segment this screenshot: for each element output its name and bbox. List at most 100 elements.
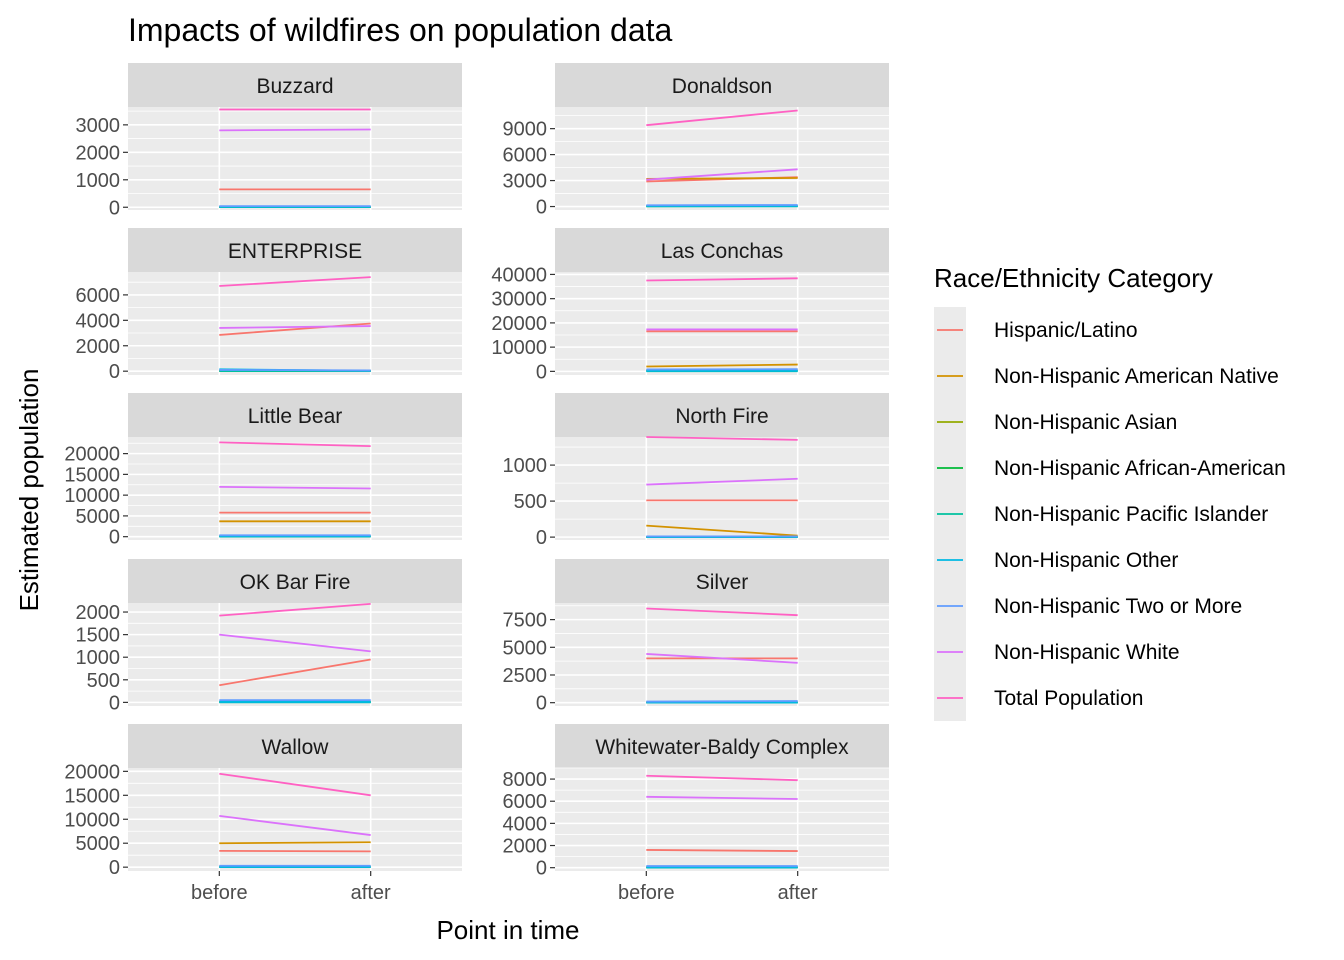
- series-line-non-hispanic-white: [219, 485, 371, 490]
- y-tick-label: 10000: [64, 485, 120, 507]
- facet-label: Little Bear: [248, 405, 343, 428]
- facet-label: OK Bar Fire: [240, 571, 351, 594]
- series-line-non-hispanic-white: [219, 815, 371, 836]
- y-tick-label: 0: [109, 527, 120, 549]
- legend: Race/Ethnicity Category Hispanic/Latino N…: [934, 263, 1286, 721]
- facet-label: Donaldson: [672, 75, 772, 98]
- panel-background: [128, 603, 462, 706]
- panel-background: [555, 437, 889, 540]
- x-tick-label: after: [778, 882, 818, 904]
- y-tick-label: 20000: [64, 444, 120, 466]
- y-tick-label: 500: [514, 491, 547, 513]
- y-tick-label: 5000: [76, 833, 121, 855]
- legend-label: Non-Hispanic White: [994, 641, 1180, 664]
- y-tick-label: 1000: [76, 647, 121, 669]
- legend-item-non-hispanic-two-or-more: Non-Hispanic Two or More: [937, 595, 1242, 618]
- panel-background: [128, 272, 462, 375]
- y-tick-label: 0: [536, 693, 547, 715]
- legend-item-non-hispanic-white: Non-Hispanic White: [937, 641, 1180, 664]
- facet-label: ENTERPRISE: [228, 240, 362, 263]
- facet-label: Buzzard: [256, 75, 333, 98]
- y-tick-label: 20000: [64, 761, 120, 783]
- y-tick-label: 4000: [503, 813, 548, 835]
- legend-label: Non-Hispanic Asian: [994, 411, 1177, 434]
- series-line-total-population: [646, 607, 798, 617]
- series-line-total-population: [219, 603, 371, 617]
- panel-buzzard: Buzzard: [128, 63, 462, 210]
- y-tick-label: 15000: [64, 464, 120, 486]
- facet-panels: Buzzard Donaldson ENTERPRISE Las Conchas Lit…: [128, 63, 889, 871]
- panel-background: [555, 768, 889, 871]
- y-tick-label: 6000: [503, 791, 548, 813]
- chart-title: Impacts of wildfires on population data: [128, 12, 673, 48]
- facet-strip: [555, 228, 889, 272]
- y-tick-label: 2000: [76, 602, 121, 624]
- y-tick-label: 5000: [503, 637, 548, 659]
- panel-background: [555, 603, 889, 706]
- x-tick-label: before: [191, 882, 248, 904]
- panel-whitewater-baldy-complex: Whitewater-Baldy Complex: [555, 724, 889, 871]
- series-line-hispanic-latino: [646, 849, 798, 852]
- y-tick-label: 1500: [76, 625, 121, 647]
- y-tick-label: 3000: [503, 171, 548, 193]
- y-tick-label: 40000: [491, 264, 547, 286]
- y-tick-label: 10000: [491, 337, 547, 359]
- series-line-non-hispanic-white: [646, 653, 798, 664]
- y-tick-label: 0: [536, 197, 547, 219]
- y-tick-label: 0: [536, 361, 547, 383]
- legend-label: Total Population: [994, 687, 1143, 710]
- facet-strip: [128, 724, 462, 768]
- y-tick-label: 6000: [503, 145, 548, 167]
- series-line-total-population: [646, 774, 798, 782]
- x-axis-title: Point in time: [436, 915, 579, 945]
- y-tick-label: 7500: [503, 610, 548, 632]
- facet-strip: [128, 559, 462, 603]
- series-line-total-population: [219, 276, 371, 287]
- y-tick-label: 0: [536, 858, 547, 880]
- series-line-total-population: [646, 436, 798, 441]
- y-tick-label: 2500: [503, 665, 548, 687]
- facet-strip: [128, 228, 462, 272]
- legend-item-hispanic-latino: Hispanic/Latino: [937, 319, 1138, 342]
- y-axis-title: Estimated population: [14, 369, 44, 612]
- y-tick-label: 2000: [76, 336, 121, 358]
- axis-labels: 0100020003000030006000900002000400060000…: [64, 115, 818, 904]
- series-line-non-hispanic-two-or-more: [646, 700, 798, 703]
- panel-donaldson: Donaldson: [555, 63, 889, 210]
- facet-label: Las Conchas: [661, 240, 784, 263]
- facet-label: North Fire: [675, 405, 768, 428]
- y-tick-label: 0: [109, 692, 120, 714]
- y-tick-label: 9000: [503, 119, 548, 141]
- panel-wallow: Wallow: [128, 724, 462, 871]
- facet-strip: [128, 63, 462, 107]
- x-tick-label: after: [351, 882, 391, 904]
- facet-strip: [555, 559, 889, 603]
- facet-strip: [555, 63, 889, 107]
- legend-label: Hispanic/Latino: [994, 319, 1138, 342]
- series-line-total-population: [646, 109, 798, 127]
- series-line-non-hispanic-white: [219, 128, 371, 132]
- legend-label: Non-Hispanic Pacific Islander: [994, 503, 1268, 526]
- facet-label: Wallow: [262, 736, 330, 759]
- series-line-non-hispanic-white: [646, 795, 798, 800]
- series-line-hispanic-latino: [219, 658, 371, 687]
- x-tick-label: before: [618, 882, 675, 904]
- y-tick-label: 2000: [76, 142, 121, 164]
- facet-strip: [555, 724, 889, 768]
- panel-background: [555, 107, 889, 210]
- legend-item-non-hispanic-other: Non-Hispanic Other: [937, 549, 1178, 572]
- y-tick-label: 2000: [503, 836, 548, 858]
- series-line-non-hispanic-american-native: [219, 841, 371, 845]
- series-line-total-population: [219, 441, 371, 448]
- series-line-non-hispanic-american-native: [646, 524, 798, 537]
- series-line-non-hispanic-white: [646, 477, 798, 486]
- legend-label: Non-Hispanic Other: [994, 549, 1178, 572]
- panel-ok-bar-fire: OK Bar Fire: [128, 559, 462, 706]
- y-tick-label: 0: [536, 527, 547, 549]
- y-tick-label: 1000: [503, 455, 548, 477]
- panel-silver: Silver: [555, 559, 889, 706]
- series-line-hispanic-latino: [219, 322, 371, 336]
- series-line-total-population: [646, 277, 798, 282]
- legend-item-non-hispanic-pacific-islander: Non-Hispanic Pacific Islander: [937, 503, 1268, 526]
